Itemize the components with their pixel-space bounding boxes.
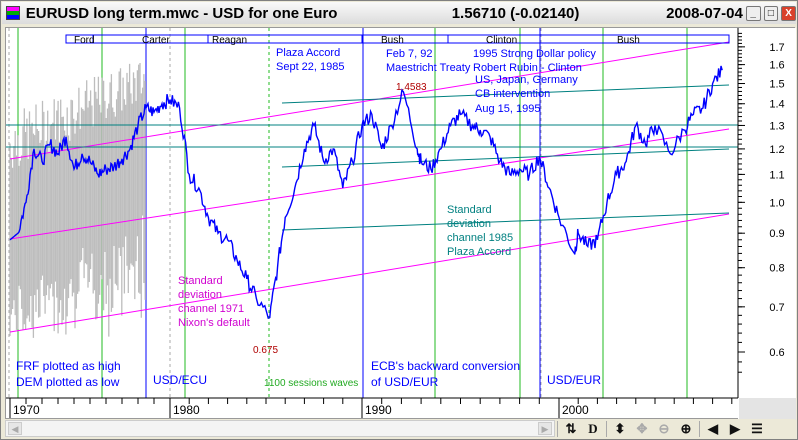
president-label: Reagan	[212, 35, 247, 46]
minimize-button[interactable]: _	[745, 5, 761, 21]
x-tick-label: 1990	[365, 403, 392, 417]
annotation-sd71-3: channel 1971	[178, 303, 244, 315]
annotation-feb-2: Maestricht Treaty	[386, 62, 471, 74]
annotation-ecb-1: ECB's backward conversion	[371, 359, 520, 373]
y-tick-label: 1.7	[769, 42, 784, 54]
annotation-sd71-4: Nixon's default	[178, 317, 250, 329]
annotation-sd85-1: Standard	[447, 204, 492, 216]
move-icon[interactable]: ✥	[636, 420, 648, 436]
high-label: 1.4583	[396, 82, 427, 93]
president-label: Carter	[142, 35, 170, 46]
y-tick-label: 1.0	[769, 197, 784, 209]
channel-line-teal	[281, 212, 730, 231]
y-tick-label: 1.6	[769, 60, 784, 72]
y-tick-label: 0.6	[769, 347, 784, 359]
scroll-left-icon[interactable]: ◀	[8, 422, 22, 435]
annotation-cb-2: CB intervention	[475, 88, 550, 100]
y-tick-label: 0.8	[769, 263, 784, 275]
annotation-plaza-2: Sept 22, 1985	[276, 61, 345, 73]
y-tick-label: 0.7	[769, 302, 784, 314]
corner-box	[739, 398, 796, 420]
y-axis-area	[738, 28, 796, 420]
x-tick-label: 1980	[173, 403, 200, 417]
annotation-sd85-2: deviation	[447, 218, 491, 230]
refresh-icon[interactable]: ⇅	[565, 420, 577, 436]
app-icon[interactable]	[6, 6, 20, 20]
president-label: Bush	[617, 35, 640, 46]
low-label: 0.675	[253, 345, 278, 356]
maximize-button[interactable]: □	[763, 5, 779, 21]
toolbar-separator	[606, 420, 607, 437]
annotation-cb-3: Aug 15, 1995	[475, 103, 540, 115]
y-tick-label: 1.1	[769, 169, 784, 181]
toolbar-separator	[557, 420, 558, 437]
price-line	[9, 65, 723, 320]
annotation-ecu: USD/ECU	[153, 373, 207, 387]
horizontal-scrollbar[interactable]: ◀ ▶	[5, 420, 555, 437]
d-icon[interactable]: D	[588, 420, 598, 436]
vertical-scale-icon[interactable]: ⬍	[614, 420, 626, 436]
annotation-rubin-2: Robert Rubin - Clinton	[473, 62, 582, 74]
annotation-sd85-3: channel 1985	[447, 232, 513, 244]
title-bar[interactable]: EURUSD long term.mwc - USD for one Euro …	[2, 2, 796, 24]
chart-area[interactable]: Ford Carter Reagan Bush Clinton Bush Plaza Ac…	[5, 27, 796, 420]
prev-icon[interactable]: ◀	[708, 420, 718, 436]
presidents-bar	[65, 34, 730, 44]
y-tick-label: 1.3	[769, 120, 784, 132]
window-title: EURUSD long term.mwc - USD for one Euro	[25, 4, 338, 22]
x-tick-label: 1970	[13, 403, 40, 417]
annotation-dem: DEM plotted as low	[16, 375, 120, 389]
zoom-out-icon[interactable]: ⊖	[658, 420, 670, 436]
channel-line-teal	[281, 148, 730, 168]
annotation-eur: USD/EUR	[547, 373, 601, 387]
y-tick-label: 1.5	[769, 79, 784, 91]
annotation-cb-1: US, Japan, Germany	[475, 74, 578, 86]
president-label: Ford	[74, 35, 95, 46]
scroll-right-icon[interactable]: ▶	[538, 422, 552, 435]
price-chart[interactable]: Ford Carter Reagan Bush Clinton Bush Plaza Ac…	[6, 28, 796, 420]
annotation-feb-1: Feb 7, 92	[386, 48, 432, 60]
zoom-in-icon[interactable]: ⊕	[680, 420, 692, 436]
channel-line-teal	[281, 84, 730, 104]
y-tick-label: 1.2	[769, 144, 784, 156]
list-icon[interactable]: ☰	[751, 420, 763, 436]
channel-line-1971	[9, 213, 730, 333]
x-tick-label: 2000	[562, 403, 589, 417]
annotation-sd71-2: deviation	[178, 289, 222, 301]
annotation-sd71-1: Standard	[178, 275, 223, 287]
president-label: Bush	[381, 35, 404, 46]
next-icon[interactable]: ▶	[730, 420, 740, 436]
annotation-waves: 1100 sessions waves	[264, 378, 358, 389]
annotation-sd85-4: Plaza Accord	[447, 246, 511, 258]
toolbar-separator	[699, 420, 700, 437]
y-tick-label: 0.9	[769, 228, 784, 240]
channel-line-1971	[9, 41, 730, 160]
annotation-plaza-1: Plaza Accord	[276, 47, 340, 59]
y-tick-label: 1.4	[769, 99, 784, 111]
annotation-rubin-1: 1995 Strong Dollar policy	[473, 48, 596, 60]
annotation-frf: FRF plotted as high	[16, 359, 121, 373]
president-label: Clinton	[486, 35, 517, 46]
last-price: 1.56710 (-0.02140)	[451, 4, 580, 22]
close-button[interactable]: X	[781, 5, 796, 21]
bottom-bar: ◀ ▶ ⇅ D ⬍ ✥ ⊖ ⊕ ◀ ▶ ☰	[5, 419, 795, 438]
annotation-ecb-2: of USD/EUR	[371, 375, 439, 389]
last-date: 2008-07-04	[666, 4, 743, 22]
